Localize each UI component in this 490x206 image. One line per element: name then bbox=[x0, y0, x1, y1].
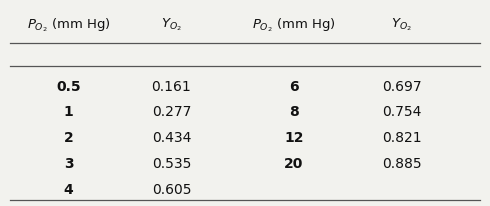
Text: 4: 4 bbox=[64, 183, 74, 197]
Text: 3: 3 bbox=[64, 157, 74, 171]
Text: 8: 8 bbox=[289, 105, 299, 119]
Text: 0.821: 0.821 bbox=[382, 131, 421, 145]
Text: $\mathit{Y}_{O_2}$: $\mathit{Y}_{O_2}$ bbox=[161, 16, 182, 33]
Text: 0.277: 0.277 bbox=[152, 105, 191, 119]
Text: 1: 1 bbox=[64, 105, 74, 119]
Text: 20: 20 bbox=[284, 157, 304, 171]
Text: 6: 6 bbox=[289, 80, 299, 94]
Text: 0.885: 0.885 bbox=[382, 157, 421, 171]
Text: 2: 2 bbox=[64, 131, 74, 145]
Text: $\mathit{P}_{O_2}$ (mm Hg): $\mathit{P}_{O_2}$ (mm Hg) bbox=[26, 16, 111, 34]
Text: 0.535: 0.535 bbox=[152, 157, 191, 171]
Text: 0.754: 0.754 bbox=[382, 105, 421, 119]
Text: 12: 12 bbox=[284, 131, 304, 145]
Text: 0.161: 0.161 bbox=[151, 80, 192, 94]
Text: $\mathit{P}_{O_2}$ (mm Hg): $\mathit{P}_{O_2}$ (mm Hg) bbox=[252, 16, 336, 34]
Text: 0.605: 0.605 bbox=[152, 183, 191, 197]
Text: 0.434: 0.434 bbox=[152, 131, 191, 145]
Text: 0.697: 0.697 bbox=[382, 80, 421, 94]
Text: $\mathit{Y}_{O_2}$: $\mathit{Y}_{O_2}$ bbox=[392, 16, 412, 33]
Text: 0.5: 0.5 bbox=[56, 80, 81, 94]
